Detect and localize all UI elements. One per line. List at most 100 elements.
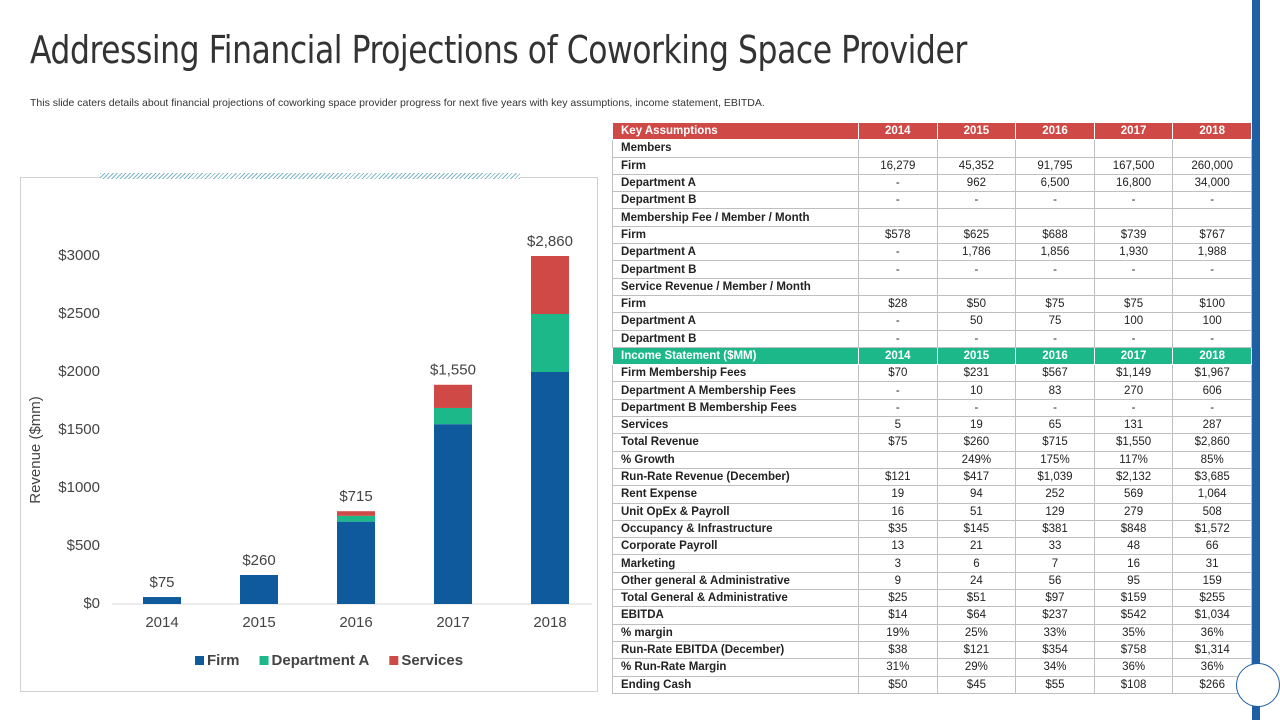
table-cell: $14 — [858, 606, 938, 625]
table-cell: Occupancy & Infrastructure — [612, 519, 859, 539]
table-cell: $255 — [1172, 589, 1252, 608]
x-tick-label: 2017 — [436, 614, 469, 631]
table-cell: Unit OpEx & Payroll — [612, 502, 859, 521]
table-cell: Department B — [612, 329, 859, 348]
table-row: Department A -50 75 100 100 — [612, 312, 1252, 331]
table-cell — [858, 208, 938, 227]
table-cell: 21 — [936, 537, 1017, 556]
table-row: Marketing 3 6 7 16 31 — [612, 554, 1252, 573]
table-cell: Firm — [612, 225, 859, 245]
bar-segment — [337, 521, 375, 604]
table-cell: Ending Cash — [612, 675, 859, 694]
table-cell: 95 — [1093, 571, 1174, 591]
table-cell: $260 — [936, 433, 1017, 452]
table-cell: % Run-Rate Margin — [612, 658, 859, 677]
table-cell: 287 — [1172, 416, 1252, 435]
table-row: Corporate Payroll 13 21 33 48 66 — [612, 537, 1252, 556]
header-cell: 2015 — [936, 346, 1017, 366]
table-row: Rent Expense 19 94 252 569 1,064 — [612, 485, 1252, 504]
table-cell: - — [1015, 191, 1095, 210]
legend-label: Firm — [207, 652, 240, 669]
table-cell: 83 — [1015, 381, 1095, 400]
table-row: Membership Fee / Member / Month — [612, 208, 1252, 227]
table-cell: Department B Membership Fees — [612, 398, 859, 418]
table-cell: 33% — [1015, 623, 1095, 642]
table-cell: 16 — [858, 502, 938, 521]
table-cell: $381 — [1015, 519, 1095, 539]
table-cell: - — [936, 260, 1017, 279]
table-cell: 1,786 — [936, 243, 1017, 262]
table-cell: - — [1172, 260, 1252, 279]
table-row: Department A Membership Fees -10 83 270 606 — [612, 381, 1252, 400]
table-cell: Marketing — [612, 554, 859, 573]
x-tick-label: 2018 — [533, 614, 566, 631]
table-cell — [1172, 277, 1252, 296]
table-cell: - — [1093, 329, 1174, 348]
table-cell: $108 — [1093, 675, 1174, 694]
table-cell: 36% — [1093, 658, 1174, 677]
table-cell: 35% — [1093, 623, 1174, 642]
table-cell: Department A — [612, 312, 859, 331]
table-cell: 3 — [858, 554, 938, 573]
table-cell: $1,034 — [1172, 606, 1252, 625]
table-cell: - — [936, 398, 1017, 418]
table-cell: EBITDA — [612, 606, 859, 625]
table-cell: 19 — [858, 485, 938, 504]
table-row: Firm Membership Fees $70 $231 $567 $1,149 $1,… — [612, 364, 1252, 383]
title: Addressing Financial Projections of Cowo… — [30, 28, 967, 72]
table-cell: 31% — [858, 658, 938, 677]
table-cell — [1015, 139, 1095, 158]
table-cell: 19 — [936, 416, 1017, 435]
table-row: Firm $28 $50 $75 $75 $100 — [612, 294, 1252, 314]
table-cell: 606 — [1172, 381, 1252, 400]
bar-segment — [531, 372, 569, 604]
table-cell: 16,800 — [1093, 173, 1174, 193]
table-cell: Service Revenue / Member / Month — [612, 277, 859, 296]
table-row: Department B----- — [612, 191, 1252, 210]
y-tick-label: $2500 — [58, 305, 100, 322]
table-cell: $64 — [936, 606, 1017, 625]
x-tick-label: 2016 — [339, 614, 372, 631]
table-cell: - — [936, 191, 1017, 210]
table-row: Ending Cash $50 $45 $55 $108 $266 — [612, 675, 1252, 694]
header-cell: 2017 — [1093, 121, 1174, 141]
table-row: Department B----- — [612, 260, 1252, 279]
table-cell: 75 — [1015, 312, 1095, 331]
table-cell: 29% — [936, 658, 1017, 677]
bar-segment — [240, 575, 278, 604]
table-cell: 34,000 — [1172, 173, 1252, 193]
table-cell — [1093, 139, 1174, 158]
table-row: % Run-Rate Margin 31% 29% 34% 36% 36% — [612, 658, 1252, 677]
table-cell: Total General & Administrative — [612, 589, 859, 608]
table-cell: 24 — [936, 571, 1017, 591]
total-label: $75 — [149, 574, 174, 591]
table-cell: 33 — [1015, 537, 1095, 556]
table-cell: Total Revenue — [612, 433, 859, 452]
table-cell: 7 — [1015, 554, 1095, 573]
table-cell: 131 — [1093, 416, 1174, 435]
table-cell — [1015, 277, 1095, 296]
table-cell: 51 — [936, 502, 1017, 521]
bar-segment — [434, 407, 472, 425]
table-cell: $45 — [936, 675, 1017, 694]
table-cell: $25 — [858, 589, 938, 608]
table-cell: 129 — [1015, 502, 1095, 521]
table-cell: - — [858, 398, 938, 418]
table-cell: $100 — [1172, 294, 1252, 314]
table-cell: 159 — [1172, 571, 1252, 591]
table-cell: $3,685 — [1172, 467, 1252, 487]
table-cell: 91,795 — [1015, 156, 1095, 175]
table-cell: 48 — [1093, 537, 1174, 556]
table-cell: 9 — [858, 571, 938, 591]
circle-decoration — [1236, 663, 1280, 707]
table-cell: 36% — [1172, 658, 1252, 677]
table-cell: $567 — [1015, 364, 1095, 383]
table-cell: - — [936, 329, 1017, 348]
table-cell: $50 — [858, 675, 938, 694]
y-tick-label: $3000 — [58, 247, 100, 264]
table-cell: $97 — [1015, 589, 1095, 608]
bar-segment — [531, 314, 569, 372]
table-row: Occupancy & Infrastructure $35 $145 $381 $84… — [612, 519, 1252, 539]
table-cell — [1172, 139, 1252, 158]
